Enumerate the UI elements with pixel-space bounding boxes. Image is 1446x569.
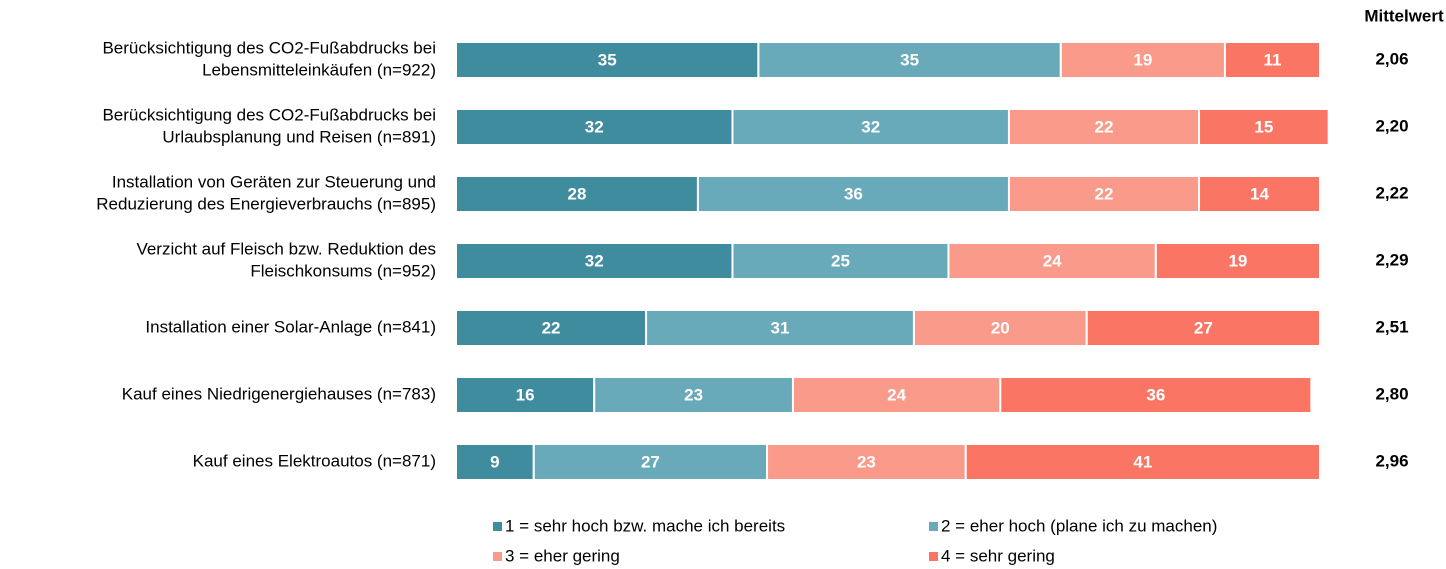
mean-value: 2,51 — [1375, 317, 1408, 336]
category-label: Berücksichtigung des CO2-Fußabdrucks bei — [102, 38, 436, 57]
value-label: 16 — [516, 385, 535, 404]
mean-header: Mittelwert — [1364, 6, 1444, 25]
mean-value: 2,29 — [1375, 250, 1408, 269]
legend-swatch — [929, 552, 938, 561]
category-label: Fleischkonsums (n=952) — [250, 261, 436, 280]
bar-segment — [1154, 242, 1321, 280]
mean-value: 2,80 — [1375, 384, 1408, 403]
bar-segment — [731, 108, 1010, 146]
value-label: 35 — [900, 50, 919, 69]
bar-segment — [696, 175, 1010, 213]
bar-segment — [731, 242, 950, 280]
value-label: 24 — [1043, 251, 1062, 270]
category-label: Kauf eines Elektroautos (n=871) — [193, 451, 436, 470]
bar-segment — [791, 376, 1002, 414]
value-label: 11 — [1263, 50, 1281, 69]
value-label: 41 — [1133, 452, 1152, 471]
value-label: 22 — [1095, 117, 1114, 136]
bar-segment — [1198, 175, 1322, 213]
value-label: 19 — [1133, 50, 1152, 69]
bar-segment — [455, 175, 699, 213]
value-label: 32 — [585, 251, 604, 270]
bar-segment — [999, 376, 1313, 414]
legend-swatch — [493, 552, 502, 561]
legend-swatch — [929, 522, 938, 531]
value-label: 36 — [1146, 385, 1165, 404]
legend-label: 4 = sehr gering — [941, 546, 1055, 565]
bar-segment — [757, 41, 1062, 79]
value-label: 24 — [887, 385, 906, 404]
category-label: Lebensmitteleinkäufen (n=922) — [202, 60, 436, 79]
category-label: Verzicht auf Fleisch bzw. Reduktion des — [136, 239, 436, 258]
bar-segment — [455, 376, 596, 414]
bar-segment — [455, 309, 648, 347]
value-label: 27 — [641, 452, 660, 471]
bar-segment — [593, 376, 794, 414]
bar-segment — [1223, 41, 1321, 79]
bar-segment — [766, 443, 967, 481]
value-label: 20 — [991, 318, 1010, 337]
value-label: 32 — [585, 117, 604, 136]
legend-label: 3 = eher gering — [505, 546, 620, 565]
bar-segment — [455, 108, 734, 146]
value-label: 31 — [771, 318, 790, 337]
value-label: 25 — [831, 251, 850, 270]
value-label: 36 — [844, 184, 863, 203]
category-label: Berücksichtigung des CO2-Fußabdrucks bei — [102, 105, 436, 124]
mean-value: 2,20 — [1375, 116, 1408, 135]
value-label: 27 — [1194, 318, 1213, 337]
bar-segment — [1059, 41, 1226, 79]
bar-segment — [1198, 108, 1330, 146]
value-label: 23 — [684, 385, 703, 404]
bar-segment — [455, 242, 734, 280]
bar-segment — [964, 443, 1321, 481]
category-label: Installation einer Solar-Anlage (n=841) — [145, 317, 436, 336]
value-label: 15 — [1254, 117, 1273, 136]
value-label: 35 — [598, 50, 617, 69]
category-label: Kauf eines Niedrigenergiehauses (n=783) — [122, 384, 436, 403]
mean-value: 2,96 — [1375, 451, 1408, 470]
value-label: 28 — [567, 184, 586, 203]
category-label: Installation von Geräten zur Steuerung u… — [112, 172, 436, 191]
value-label: 14 — [1250, 184, 1269, 203]
legend-label: 2 = eher hoch (plane ich zu machen) — [941, 516, 1217, 535]
value-label: 9 — [490, 452, 499, 471]
mean-value: 2,22 — [1375, 183, 1408, 202]
value-label: 19 — [1228, 251, 1247, 270]
bar-segment — [912, 309, 1088, 347]
value-label: 22 — [1095, 184, 1114, 203]
category-label: Urlaubsplanung und Reisen (n=891) — [162, 127, 436, 146]
legend-swatch — [493, 522, 502, 531]
legend-label: 1 = sehr hoch bzw. mache ich bereits — [505, 516, 785, 535]
value-label: 32 — [861, 117, 880, 136]
category-label: Reduzierung des Energieverbrauchs (n=895… — [96, 194, 436, 213]
value-label: 22 — [542, 318, 561, 337]
bar-segment — [455, 443, 535, 481]
mean-value: 2,06 — [1375, 49, 1408, 68]
value-label: 23 — [857, 452, 876, 471]
bar-segment — [1085, 309, 1321, 347]
bar-segment — [455, 41, 760, 79]
bar-segment — [1007, 108, 1201, 146]
